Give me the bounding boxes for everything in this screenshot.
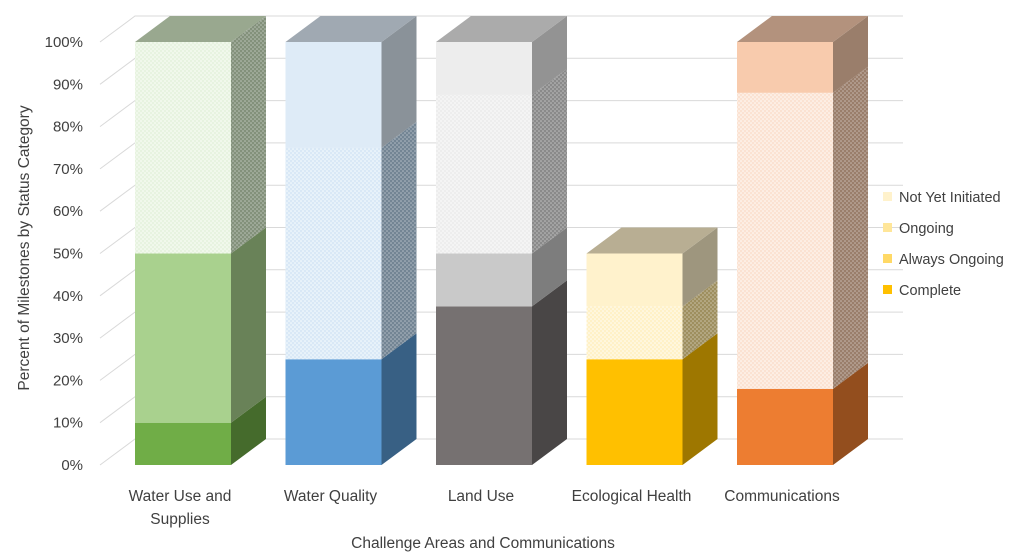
y-tick-label: 0% bbox=[61, 457, 83, 474]
legend-item: Ongoing bbox=[883, 221, 954, 237]
bar-segment-side bbox=[381, 16, 417, 148]
bar-top-face bbox=[436, 16, 567, 42]
legend-swatch bbox=[883, 254, 892, 263]
category-label: Water Quality bbox=[284, 488, 378, 505]
bar-stack bbox=[436, 16, 567, 465]
bar-segment-side bbox=[532, 16, 567, 95]
y-tick-label: 30% bbox=[53, 330, 83, 347]
y-axis-tick-labels: 0% 10% 20% 30% 40% 50% 60% 70% 80% 90% 100% bbox=[45, 34, 83, 474]
bar-segment bbox=[135, 253, 231, 423]
y-tick-label: 10% bbox=[53, 415, 83, 432]
legend-label: Ongoing bbox=[899, 221, 954, 237]
bars bbox=[135, 16, 868, 465]
bar-segment bbox=[586, 253, 683, 307]
y-tick-label: 50% bbox=[53, 246, 83, 263]
y-tick-label: 70% bbox=[53, 161, 83, 178]
bar-segment-side bbox=[231, 227, 266, 423]
bar-stack bbox=[135, 16, 266, 465]
bar-segment-side bbox=[833, 362, 868, 465]
legend-swatch bbox=[883, 192, 892, 201]
bar-stack bbox=[285, 16, 417, 465]
bar-segment bbox=[737, 42, 833, 93]
bar-segment-side bbox=[833, 16, 868, 93]
legend-swatch bbox=[883, 285, 892, 294]
category-label: Water Use and Supplies bbox=[129, 488, 232, 528]
legend: Not Yet Initiated Ongoing Always Ongoing Co… bbox=[883, 190, 1004, 299]
bar-segment-side-pattern bbox=[532, 68, 567, 254]
bar-stack bbox=[586, 227, 718, 465]
bar-segment-pattern bbox=[285, 147, 382, 360]
bar-segment-side bbox=[532, 227, 567, 307]
bar-top-face bbox=[737, 16, 868, 42]
bar-segment-side-pattern bbox=[231, 16, 266, 254]
bar-segment-pattern bbox=[436, 94, 532, 254]
bar-segment-side-pattern bbox=[381, 121, 417, 360]
bar-segment bbox=[436, 42, 532, 95]
gridline bbox=[99, 15, 903, 43]
bar-segment bbox=[436, 306, 532, 465]
legend-item: Complete bbox=[883, 283, 961, 299]
category-label: Land Use bbox=[448, 488, 514, 505]
legend-label: Always Ongoing bbox=[899, 252, 1004, 268]
y-axis-title: Percent of Milestones by Status Category bbox=[16, 105, 33, 390]
x-axis-category-labels: Water Use and Supplies Water Quality Land U… bbox=[129, 488, 840, 528]
category-label: Communications bbox=[724, 488, 840, 505]
bar-segment-side bbox=[231, 396, 266, 465]
bar-segment bbox=[436, 253, 532, 307]
bar-segment bbox=[285, 359, 382, 465]
bar-segment-pattern bbox=[135, 42, 231, 254]
bar-segment bbox=[586, 359, 683, 465]
bar-segment-pattern bbox=[586, 306, 683, 360]
x-axis-title: Challenge Areas and Communications bbox=[351, 535, 615, 552]
y-tick-label: 100% bbox=[45, 34, 83, 51]
y-tick-label: 80% bbox=[53, 119, 83, 136]
bar-top-face bbox=[586, 227, 718, 254]
bar-top-face bbox=[285, 16, 417, 42]
bar-segment-side bbox=[682, 333, 718, 465]
bar-stack bbox=[737, 16, 868, 465]
bar-segment-side bbox=[532, 280, 567, 465]
legend-label: Not Yet Initiated bbox=[899, 190, 1001, 206]
legend-item: Not Yet Initiated bbox=[883, 190, 1001, 206]
legend-label: Complete bbox=[899, 283, 961, 299]
category-label: Ecological Health bbox=[572, 488, 692, 505]
bar-segment-pattern bbox=[737, 92, 833, 389]
y-tick-label: 40% bbox=[53, 288, 83, 305]
bar-segment bbox=[737, 388, 833, 465]
legend-item: Always Ongoing bbox=[883, 252, 1004, 268]
y-tick-label: 90% bbox=[53, 76, 83, 93]
bar-segment-side-pattern bbox=[833, 66, 868, 389]
bar-top-face bbox=[135, 16, 266, 42]
bar-segment bbox=[135, 422, 231, 465]
bar-segment bbox=[285, 42, 382, 148]
legend-swatch bbox=[883, 223, 892, 232]
bar-segment-side bbox=[381, 333, 417, 465]
y-tick-label: 20% bbox=[53, 372, 83, 389]
y-tick-label: 60% bbox=[53, 203, 83, 220]
bar-segment-side bbox=[682, 227, 718, 307]
bar-segment-side-pattern bbox=[682, 280, 718, 360]
